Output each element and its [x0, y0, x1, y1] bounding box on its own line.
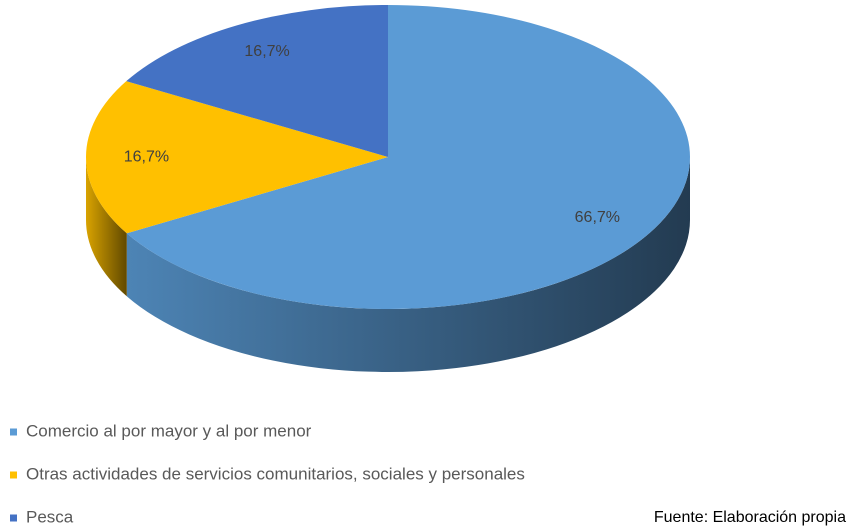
source-note: Fuente: Elaboración propia: [654, 509, 846, 526]
data-label: 16,7%: [124, 148, 169, 165]
legend-swatch: [10, 471, 17, 479]
legend-label: Pesca: [26, 507, 74, 526]
legend-swatch: [10, 428, 17, 436]
legend-swatch: [10, 514, 17, 522]
pie-slice: [126, 5, 691, 372]
data-label: 16,7%: [244, 43, 289, 60]
pie-slice: [85, 81, 388, 297]
slice-top: [126, 5, 389, 157]
slice-side: [126, 157, 690, 372]
slice-top: [85, 81, 388, 234]
data-label: 66,7%: [575, 209, 620, 226]
pie-slice: [126, 5, 389, 157]
legend-label: Otras actividades de servicios comunitar…: [26, 464, 525, 483]
slice-top: [126, 5, 691, 309]
slice-side: [86, 157, 127, 297]
legend-label: Comercio al por mayor y al por menor: [26, 421, 312, 440]
